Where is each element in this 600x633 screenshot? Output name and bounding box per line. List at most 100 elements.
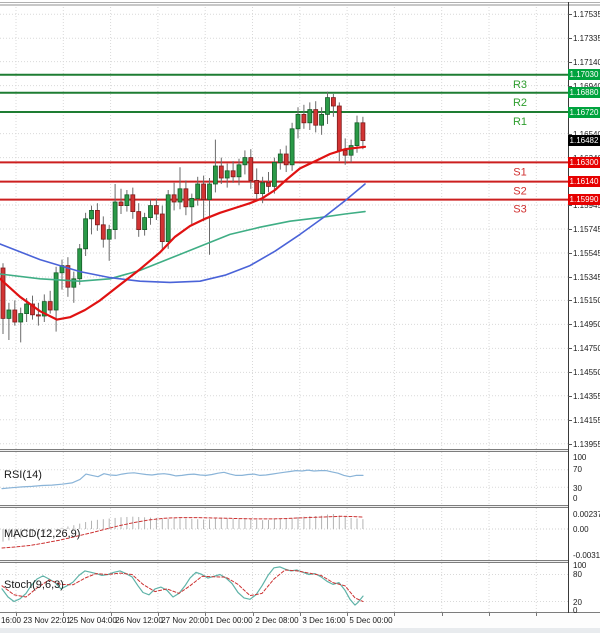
price-tick-mark — [568, 253, 572, 254]
rsi-axis-label: 100 — [573, 453, 587, 462]
candle-bearish — [230, 170, 236, 178]
price-tick-label: 1.17335 — [573, 34, 600, 44]
price-tick-label: 1.15745 — [573, 225, 600, 234]
time-tick-mark — [110, 613, 112, 616]
candle-bullish — [307, 109, 313, 124]
candle-bullish — [224, 170, 230, 179]
price-tick-label: 1.17535 — [573, 10, 600, 20]
rsi-pane[interactable]: RSI(14) — [0, 452, 568, 505]
resistance-label-r2: R2 — [513, 97, 527, 109]
main-price-pane[interactable]: R3 R2 R1 S1 S2 S3 — [0, 7, 568, 449]
price-tick-label: 1.15545 — [573, 249, 600, 258]
candle-bearish — [12, 309, 18, 323]
candle-bullish — [319, 114, 325, 126]
time-tick-mark — [394, 613, 396, 616]
candle-bullish — [112, 201, 118, 231]
candle-bullish — [6, 309, 12, 319]
level-lines: R3 R2 R1 S1 S2 S3 — [0, 73, 568, 216]
time-axis-label: 23 Nov 22:01 — [23, 616, 71, 625]
candle-bearish — [171, 194, 177, 203]
candle-bullish — [242, 157, 248, 166]
stoch-axis-label: 80 — [573, 570, 582, 579]
candle-bullish — [41, 301, 47, 317]
candle-bullish — [354, 122, 360, 147]
time-tick-mark — [16, 613, 17, 616]
price-tick-label: 1.14750 — [573, 344, 600, 354]
candle-bullish — [325, 97, 330, 115]
candle-bearish — [65, 265, 71, 288]
candle-bearish — [136, 211, 142, 231]
stochastic-indicator-label: Stoch(9,6,3) — [4, 579, 64, 591]
candle-bearish — [118, 201, 124, 206]
candle-bearish — [254, 179, 260, 194]
stoch-axis-label: 0 — [573, 606, 578, 615]
candle-bullish — [260, 182, 266, 195]
candle-bullish — [89, 209, 94, 220]
current-price-badge: 1.16482 — [568, 135, 600, 147]
macd-axis-label: 0.002371 — [573, 510, 600, 519]
candle-bearish — [183, 188, 189, 208]
candle-bearish — [313, 109, 319, 126]
candles — [0, 91, 366, 343]
price-tick-label: 1.17140 — [573, 57, 600, 67]
price-tick-mark — [568, 372, 572, 374]
candle-bullish — [295, 114, 301, 130]
candle-bearish — [153, 205, 159, 215]
macd-axis-label: -0.003124 — [573, 551, 600, 560]
price-tick-mark — [568, 229, 572, 230]
price-tick-mark — [568, 348, 572, 350]
candle-bullish — [207, 183, 212, 201]
candle-bullish — [177, 188, 183, 203]
stoch-axis-label: 20 — [573, 598, 582, 607]
candle-bullish — [18, 313, 24, 323]
price-tick-label: 1.16940 — [573, 81, 600, 91]
time-axis-label: 3 Dec 16:00 — [302, 616, 346, 625]
time-axis-label: 2 Dec 08:00 — [255, 616, 299, 625]
candle-bullish — [189, 197, 195, 208]
price-tick-label: 1.15945 — [573, 201, 600, 210]
price-badge-r2: 1.16880 — [568, 87, 600, 99]
pane-separator[interactable] — [0, 505, 568, 508]
stoch-d-line — [1, 569, 364, 602]
rsi-chart — [0, 452, 568, 505]
price-tick-mark — [568, 85, 572, 87]
axis-top-border — [0, 612, 600, 613]
price-badge-r1: 1.16720 — [568, 106, 600, 118]
price-tick-label: 1.15150 — [573, 296, 600, 306]
time-tick-mark — [252, 613, 254, 616]
candle-bullish — [77, 248, 83, 280]
candle-bullish — [348, 145, 354, 156]
price-tick-mark — [568, 38, 572, 40]
price-tick-mark — [568, 324, 572, 326]
stochastic-pane[interactable]: Stoch(9,6,3) — [0, 563, 568, 612]
price-tick-label: 1.14950 — [573, 320, 600, 330]
rsi-indicator-label: RSI(14) — [4, 469, 42, 481]
window-top-border — [0, 2, 600, 3]
pane-separator[interactable] — [0, 449, 568, 452]
price-badge-s1: 1.16300 — [568, 156, 600, 168]
macd-signal-line — [1, 515, 364, 549]
rsi-axis-label: 30 — [573, 484, 582, 493]
candle-bearish — [283, 153, 289, 166]
candle-bearish — [201, 183, 207, 201]
bottom-scrollbar-band[interactable] — [0, 628, 600, 633]
candle-bullish — [165, 194, 171, 243]
candle-bullish — [236, 164, 242, 178]
pane-separator[interactable] — [0, 560, 568, 563]
price-tick-mark — [568, 395, 572, 397]
ma-slow-blue — [0, 183, 366, 284]
candle-bearish — [130, 194, 136, 213]
price-tick-mark — [568, 277, 572, 278]
candle-bearish — [159, 213, 165, 243]
candle-bullish — [106, 229, 112, 240]
time-tick-mark — [489, 613, 490, 616]
time-axis-label: 27 Nov 20:00 — [161, 616, 209, 625]
support-label-s3: S3 — [513, 204, 526, 216]
macd-pane[interactable]: MACD(12,26,9) — [0, 508, 568, 560]
time-axis-label: 1 Dec 00:00 — [209, 616, 253, 625]
candle-bearish — [248, 157, 254, 181]
price-tick-label: 1.14355 — [573, 391, 600, 401]
candle-bullish — [289, 128, 295, 166]
time-tick-mark — [299, 613, 301, 616]
